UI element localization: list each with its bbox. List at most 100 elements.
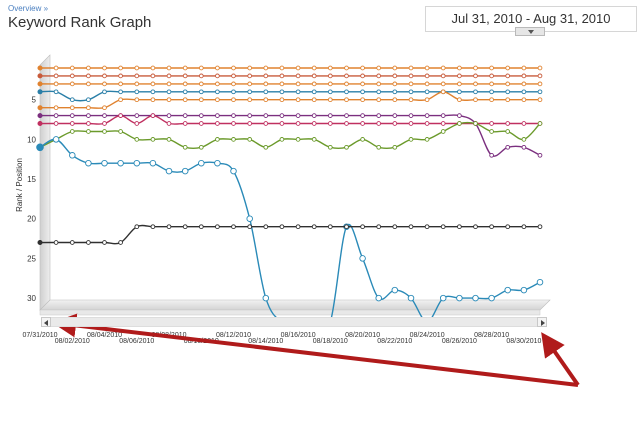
data-point: [231, 113, 236, 118]
data-point: [198, 121, 204, 126]
data-point: [53, 89, 59, 95]
data-point: [360, 73, 365, 79]
data-point: [327, 97, 333, 103]
data-point: [440, 81, 446, 87]
data-point: [166, 113, 172, 118]
x-tick-label: 08/30/2010: [506, 338, 541, 345]
data-point: [166, 137, 172, 142]
data-point: [150, 65, 156, 71]
data-point: [295, 81, 301, 87]
data-point: [440, 73, 446, 79]
data-point: [214, 159, 221, 167]
data-point: [376, 113, 382, 118]
data-point: [231, 224, 236, 230]
data-point: [440, 113, 446, 118]
data-point: [457, 81, 462, 87]
data-point: [408, 97, 414, 103]
data-point: [215, 121, 220, 126]
data-point: [69, 105, 75, 111]
data-point: [279, 137, 285, 142]
data-point: [424, 121, 430, 126]
data-point: [408, 137, 414, 142]
data-point: [360, 113, 365, 118]
data-point: [391, 286, 399, 294]
data-point: [86, 73, 91, 79]
data-point: [166, 224, 172, 230]
y-tick-label: 30: [27, 294, 36, 303]
data-point: [215, 137, 220, 142]
data-point: [150, 113, 156, 118]
data-point: [215, 113, 220, 118]
data-point: [102, 121, 107, 126]
x-tick-label: 08/14/2010: [248, 338, 283, 345]
data-point: [505, 73, 511, 79]
data-point: [263, 89, 269, 95]
data-point: [166, 97, 172, 103]
data-point: [118, 129, 123, 134]
data-point: [246, 215, 253, 222]
x-tick-label: 08/06/2010: [119, 338, 154, 345]
data-point: [263, 113, 269, 118]
data-point: [150, 137, 156, 142]
data-point: [166, 81, 172, 87]
date-range-toggle-button[interactable]: [515, 27, 545, 36]
data-point: [150, 89, 156, 95]
data-point: [392, 81, 398, 87]
data-point: [392, 89, 398, 95]
data-point: [473, 121, 478, 126]
data-point: [360, 81, 365, 87]
data-point: [424, 81, 430, 87]
scroll-right-button[interactable]: [537, 317, 547, 327]
data-point: [489, 152, 494, 158]
data-point: [69, 97, 75, 103]
data-point: [392, 73, 398, 79]
data-point: [149, 159, 157, 167]
data-point: [392, 121, 398, 126]
x-tick-label: 08/16/2010: [281, 332, 316, 339]
data-point: [166, 121, 172, 126]
data-point: [424, 73, 430, 79]
data-point: [198, 81, 204, 87]
data-point: [359, 255, 366, 262]
data-point: [231, 97, 236, 103]
data-point: [408, 65, 414, 71]
data-point: [360, 89, 365, 95]
data-point: [489, 73, 494, 79]
data-point: [69, 121, 75, 126]
data-point: [279, 97, 285, 103]
data-point: [521, 97, 527, 103]
data-point: [53, 113, 59, 118]
data-point: [86, 113, 91, 118]
y-tick-label: 10: [27, 135, 36, 144]
data-point: [311, 97, 317, 103]
chart-floor-front: [39, 309, 541, 316]
data-point: [182, 121, 188, 126]
data-point: [457, 113, 462, 118]
data-point: [182, 113, 188, 118]
data-point: [537, 73, 543, 79]
data-point: [360, 97, 365, 103]
data-point: [279, 89, 285, 95]
data-point: [198, 65, 204, 71]
series-10: [40, 224, 543, 245]
data-point: [521, 224, 527, 230]
data-point: [102, 129, 107, 134]
scroll-left-button[interactable]: [41, 317, 51, 327]
x-tick-label: 08/22/2010: [377, 338, 412, 345]
chart-scrollbar-track[interactable]: [51, 317, 537, 327]
series-5: [40, 89, 543, 111]
breadcrumb-overview-link[interactable]: Overview »: [8, 4, 49, 13]
data-point: [150, 81, 156, 87]
data-point: [85, 159, 92, 167]
data-point: [489, 121, 494, 126]
data-point: [231, 65, 236, 71]
data-point: [457, 65, 462, 71]
page-title: Keyword Rank Graph: [8, 14, 152, 31]
series-start-dot: [37, 113, 43, 119]
data-point: [118, 113, 123, 118]
data-point: [521, 81, 527, 87]
data-point: [360, 224, 365, 230]
data-point: [408, 121, 414, 126]
data-point: [295, 65, 301, 71]
data-point: [247, 137, 253, 142]
